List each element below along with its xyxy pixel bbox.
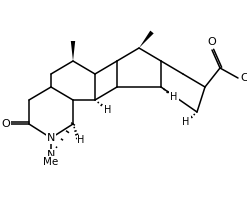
Text: Cl: Cl bbox=[240, 73, 247, 83]
Polygon shape bbox=[139, 31, 154, 48]
Polygon shape bbox=[71, 41, 75, 61]
Text: Me: Me bbox=[43, 157, 59, 167]
Text: H: H bbox=[104, 105, 112, 115]
Text: O: O bbox=[1, 119, 10, 129]
Text: N: N bbox=[47, 133, 55, 143]
Text: O: O bbox=[208, 37, 216, 47]
Text: H: H bbox=[77, 135, 85, 145]
Text: N: N bbox=[47, 150, 55, 160]
Text: H: H bbox=[170, 92, 178, 102]
Text: H: H bbox=[182, 117, 190, 127]
